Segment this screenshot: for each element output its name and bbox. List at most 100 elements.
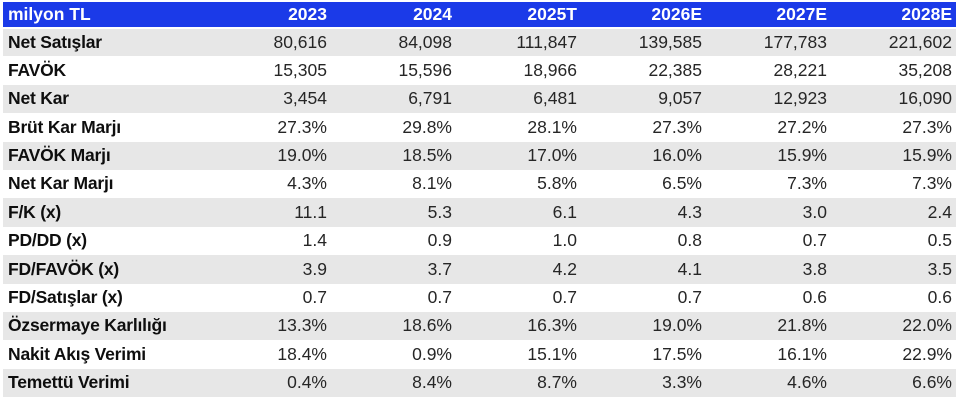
table-cell: 8.4% (412, 372, 452, 393)
table-cell: 27.2% (777, 116, 827, 137)
table-cell: 35,208 (898, 59, 952, 80)
row-label: F/K (x) (8, 201, 62, 222)
table-cell: 2.4 (927, 201, 952, 222)
table-body: Net Satışlar 80,616 84,098 111,847 139,585 17… (3, 28, 956, 398)
table-cell: 3.0 (802, 201, 827, 222)
table-cell: 17.0% (527, 145, 577, 165)
table-cell: 17.5% (652, 343, 702, 364)
table-cell: 22.9% (902, 343, 952, 364)
header-row: milyon TL 2023 2024 2025T 2026E 2027E 2028E (3, 2, 956, 29)
table-cell: 22.0% (902, 315, 952, 336)
table-cell: 4.3% (287, 173, 327, 194)
table-row: Temettü Verimi 0.4% 8.4% 8.7% 3.3% 4.6% 6.6% (3, 368, 956, 398)
table-cell: 0.7 (677, 286, 702, 307)
table-cell: 19.0% (277, 145, 327, 165)
row-label: Net Satışlar (8, 31, 102, 52)
table-cell: 27.3% (652, 116, 702, 137)
table-cell: 16,090 (898, 88, 952, 109)
table-cell: 0.4% (287, 372, 327, 393)
row-label: Özsermaye Karlılığı (8, 315, 167, 336)
table-cell: 0.7 (427, 286, 452, 307)
table-cell: 3.5 (927, 258, 952, 279)
table-cell: 3.8 (802, 258, 827, 279)
table-cell: 9,057 (658, 88, 702, 109)
column-header: 2026E (581, 2, 706, 29)
table-cell: 4.3 (677, 201, 702, 222)
table-row: Net Kar 3,454 6,791 6,481 9,057 12,923 16,090 (3, 84, 956, 114)
financial-estimates-table: milyon TL 2023 2024 2025T 2026E 2027E 2028E N… (3, 2, 956, 398)
table-row: Net Kar Marjı 4.3% 8.1% 5.8% 6.5% 7.3% 7.3% (3, 169, 956, 199)
table-row: Net Satışlar 80,616 84,098 111,847 139,585 17… (3, 28, 956, 57)
table-row: FD/FAVÖK (x) 3.9 3.7 4.2 4.1 3.8 3.5 (3, 255, 956, 284)
table-cell: 6,481 (533, 88, 577, 109)
table-cell: 13.3% (277, 315, 327, 336)
table-cell: 0.6 (802, 286, 827, 307)
table-cell: 18.5% (402, 145, 452, 165)
table-cell: 0.9 (427, 230, 452, 251)
table-cell: 16.3% (527, 315, 577, 336)
row-label: Temettü Verimi (8, 372, 130, 393)
row-label: Net Kar Marjı (8, 173, 114, 194)
table-header: milyon TL 2023 2024 2025T 2026E 2027E 2028E (3, 2, 956, 29)
row-label: PD/DD (x) (8, 230, 87, 251)
table-cell: 0.9% (412, 343, 452, 364)
table-cell: 111,847 (516, 31, 577, 52)
row-label: FAVÖK Marjı (8, 145, 111, 165)
row-label: Brüt Kar Marjı (8, 116, 121, 137)
row-label: FD/FAVÖK (x) (8, 258, 120, 279)
table-cell: 80,616 (273, 31, 327, 52)
table-cell: 8.1% (412, 173, 452, 194)
column-header: 2027E (706, 2, 831, 29)
table-cell: 1.4 (302, 230, 327, 251)
table-cell: 1.0 (552, 230, 577, 251)
row-label: Nakit Akış Verimi (8, 343, 146, 364)
table-cell: 4.1 (677, 258, 702, 279)
row-label: FD/Satışlar (x) (8, 286, 123, 307)
table-row: FD/Satışlar (x) 0.7 0.7 0.7 0.7 0.6 0.6 (3, 283, 956, 312)
column-header: 2024 (331, 2, 456, 29)
table-cell: 0.7 (302, 286, 327, 307)
table-cell: 11.1 (294, 201, 327, 222)
table-cell: 5.3 (427, 201, 452, 222)
table-cell: 6.5% (662, 173, 702, 194)
table-cell: 3,454 (283, 88, 327, 109)
table-cell: 4.2 (552, 258, 577, 279)
table-cell: 15,305 (273, 59, 327, 80)
table-row: F/K (x) 11.1 5.3 6.1 4.3 3.0 2.4 (3, 198, 956, 227)
column-header: 2028E (831, 2, 956, 29)
table-cell: 3.3% (662, 372, 702, 393)
table-cell: 22,385 (648, 59, 702, 80)
table-cell: 7.3% (787, 173, 827, 194)
table-row: Özsermaye Karlılığı 13.3% 18.6% 16.3% 19.0% 2… (3, 311, 956, 341)
table-cell: 3.7 (427, 258, 452, 279)
table-cell: 6.1 (552, 201, 577, 222)
table-cell: 15,596 (398, 59, 452, 80)
table-cell: 4.6% (787, 372, 827, 393)
table-row: PD/DD (x) 1.4 0.9 1.0 0.8 0.7 0.5 (3, 226, 956, 256)
table-cell: 21.8% (777, 315, 827, 336)
table-cell: 0.7 (552, 286, 577, 307)
table-cell: 139,585 (638, 31, 702, 52)
table-cell: 15.9% (902, 145, 952, 165)
table-cell: 16.0% (652, 145, 702, 165)
table-cell: 28.1% (527, 116, 577, 137)
table-row: Nakit Akış Verimi 18.4% 0.9% 15.1% 17.5% 16.1… (3, 340, 956, 369)
table-cell: 177,783 (763, 31, 827, 52)
table-cell: 84,098 (398, 31, 452, 52)
table-cell: 7.3% (912, 173, 952, 194)
table-cell: 0.7 (802, 230, 827, 251)
table-cell: 18.4% (277, 343, 327, 364)
table-cell: 5.8% (537, 173, 577, 194)
table-row: FAVÖK 15,305 15,596 18,966 22,385 28,221 35,20… (3, 56, 956, 85)
table-cell: 27.3% (902, 116, 952, 137)
table-cell: 18.6% (402, 315, 452, 336)
table-row: Brüt Kar Marjı 27.3% 29.8% 28.1% 27.3% 27.2% 2… (3, 113, 956, 142)
table-cell: 12,923 (773, 88, 827, 109)
table-cell: 15.1% (527, 343, 577, 364)
table-cell: 3.9 (302, 258, 327, 279)
table-cell: 19.0% (652, 315, 702, 336)
table-cell: 15.9% (777, 145, 827, 165)
table-cell: 221,602 (888, 31, 952, 52)
unit-label: milyon TL (3, 2, 206, 29)
table-cell: 8.7% (537, 372, 577, 393)
